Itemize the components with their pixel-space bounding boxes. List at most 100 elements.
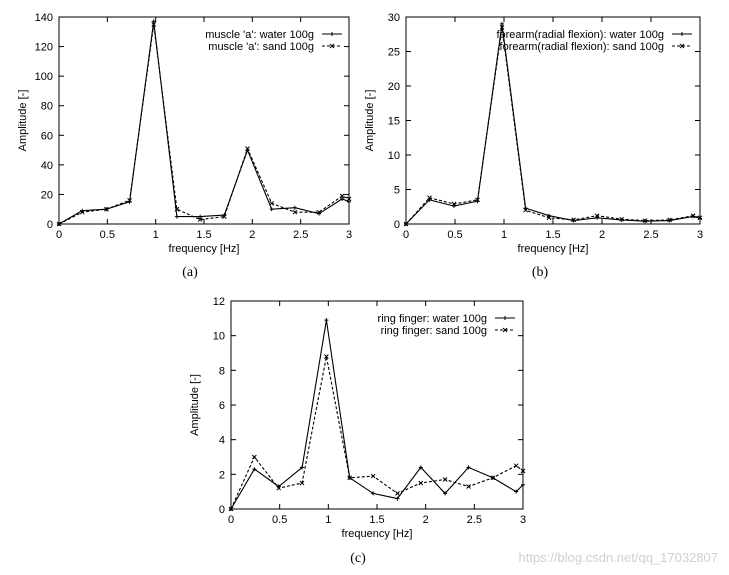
y-axis-label: Amplitude [-] bbox=[17, 90, 29, 152]
y-tick-label: 20 bbox=[388, 81, 400, 93]
legend-marker-1 bbox=[329, 43, 335, 49]
legend-marker-0 bbox=[680, 32, 684, 36]
series-line-1 bbox=[58, 24, 350, 225]
series-line-1 bbox=[405, 27, 701, 225]
series-point-0 bbox=[151, 19, 156, 24]
series-point-1 bbox=[451, 201, 457, 207]
series-point-0 bbox=[269, 207, 274, 212]
legend-label-1: forearm(radial flexion): sand 100g bbox=[500, 41, 664, 53]
y-tick-label: 4 bbox=[219, 435, 225, 447]
series-point-1 bbox=[667, 217, 672, 223]
y-tick-label: 10 bbox=[388, 150, 400, 162]
series-point-1 bbox=[292, 209, 298, 215]
series-point-0 bbox=[452, 204, 457, 209]
series-point-1 bbox=[324, 354, 329, 359]
legend-marker-1 bbox=[502, 327, 508, 333]
series-point-1 bbox=[395, 491, 400, 496]
series-line-0 bbox=[230, 320, 524, 510]
x-tick-label: 2 bbox=[249, 229, 255, 241]
y-tick-label: 15 bbox=[388, 116, 400, 128]
series-point-1 bbox=[174, 206, 180, 212]
legend-label-0: ring finger: water 100g bbox=[378, 313, 487, 325]
y-tick-label: 80 bbox=[41, 101, 53, 113]
x-tick-label: 3 bbox=[346, 229, 352, 241]
series-point-1 bbox=[245, 146, 250, 151]
x-tick-label: 2.5 bbox=[467, 514, 482, 526]
series-point-1 bbox=[594, 213, 600, 219]
series-point-1 bbox=[520, 468, 526, 474]
series-point-0 bbox=[300, 465, 305, 470]
series-point-1 bbox=[690, 213, 696, 219]
y-tick-label: 40 bbox=[41, 160, 53, 172]
panel-caption: (b) bbox=[532, 265, 549, 280]
x-tick-label: 1.5 bbox=[545, 229, 560, 241]
series-point-1 bbox=[427, 195, 432, 201]
x-tick-label: 2 bbox=[599, 229, 605, 241]
series-point-1 bbox=[269, 200, 275, 206]
x-tick-label: 0.5 bbox=[100, 229, 115, 241]
series-point-1 bbox=[339, 193, 345, 199]
y-tick-label: 12 bbox=[213, 296, 225, 308]
y-tick-label: 140 bbox=[35, 12, 53, 24]
series-point-1 bbox=[499, 24, 505, 30]
series-point-1 bbox=[523, 207, 528, 213]
series-point-1 bbox=[276, 485, 282, 491]
series-point-0 bbox=[395, 496, 400, 501]
y-tick-label: 25 bbox=[388, 47, 400, 59]
series-point-0 bbox=[547, 213, 552, 218]
series-point-0 bbox=[292, 205, 297, 210]
series-point-1 bbox=[642, 218, 648, 223]
series-point-1 bbox=[546, 215, 552, 221]
y-tick-label: 0 bbox=[394, 219, 400, 231]
series-point-0 bbox=[514, 489, 519, 494]
x-axis-label: frequency [Hz] bbox=[518, 243, 589, 255]
chart-panel-0: 0 0.5 1 1.5 2 2.5 3 0 20 40 60 80 100 120 140 frequency… bbox=[17, 12, 352, 280]
series-point-1 bbox=[490, 475, 496, 481]
x-tick-label: 0.5 bbox=[272, 514, 287, 526]
series-point-1 bbox=[197, 217, 203, 222]
y-tick-label: 20 bbox=[41, 189, 53, 201]
series-point-0 bbox=[466, 465, 471, 470]
y-tick-label: 0 bbox=[47, 219, 53, 231]
series-point-1 bbox=[513, 463, 519, 469]
x-axis-label: frequency [Hz] bbox=[342, 528, 413, 540]
x-tick-label: 1 bbox=[153, 229, 159, 241]
x-tick-label: 1.5 bbox=[196, 229, 211, 241]
x-tick-label: 1.5 bbox=[369, 514, 384, 526]
y-tick-label: 5 bbox=[394, 185, 400, 197]
series-point-1 bbox=[104, 206, 109, 212]
series-point-1 bbox=[79, 209, 85, 215]
series-point-1 bbox=[403, 221, 409, 227]
series-point-0 bbox=[324, 318, 329, 323]
panel-caption: (a) bbox=[182, 265, 198, 280]
y-tick-label: 8 bbox=[219, 365, 225, 377]
series-point-0 bbox=[521, 482, 525, 487]
x-tick-label: 2 bbox=[423, 514, 429, 526]
x-tick-label: 0.5 bbox=[447, 229, 462, 241]
series-point-0 bbox=[252, 467, 257, 472]
chart-panel-2: 0 0.5 1 1.5 2 2.5 3 0 2 4 6 8 10 12 frequency [Hz] Ampl… bbox=[189, 296, 526, 566]
series-point-1 bbox=[370, 473, 376, 479]
legend-marker-1 bbox=[679, 43, 685, 49]
series-point-0 bbox=[174, 214, 179, 219]
x-tick-label: 0 bbox=[228, 514, 234, 526]
legend-marker-0 bbox=[330, 32, 334, 36]
series-point-1 bbox=[571, 217, 576, 223]
y-tick-label: 10 bbox=[213, 331, 225, 343]
series-point-1 bbox=[697, 215, 703, 221]
series-point-1 bbox=[466, 484, 471, 489]
x-tick-label: 0 bbox=[403, 229, 409, 241]
series-point-1 bbox=[228, 506, 234, 512]
x-tick-label: 1 bbox=[501, 229, 507, 241]
legend-label-1: muscle 'a': sand 100g bbox=[208, 41, 314, 53]
legend-label-1: ring finger: sand 100g bbox=[381, 325, 487, 337]
series-point-1 bbox=[442, 477, 448, 482]
series-point-0 bbox=[500, 21, 505, 26]
series-line-1 bbox=[230, 356, 524, 510]
series-point-1 bbox=[475, 197, 480, 203]
x-tick-label: 3 bbox=[697, 229, 703, 241]
series-point-0 bbox=[443, 491, 448, 496]
series-point-0 bbox=[418, 465, 423, 470]
